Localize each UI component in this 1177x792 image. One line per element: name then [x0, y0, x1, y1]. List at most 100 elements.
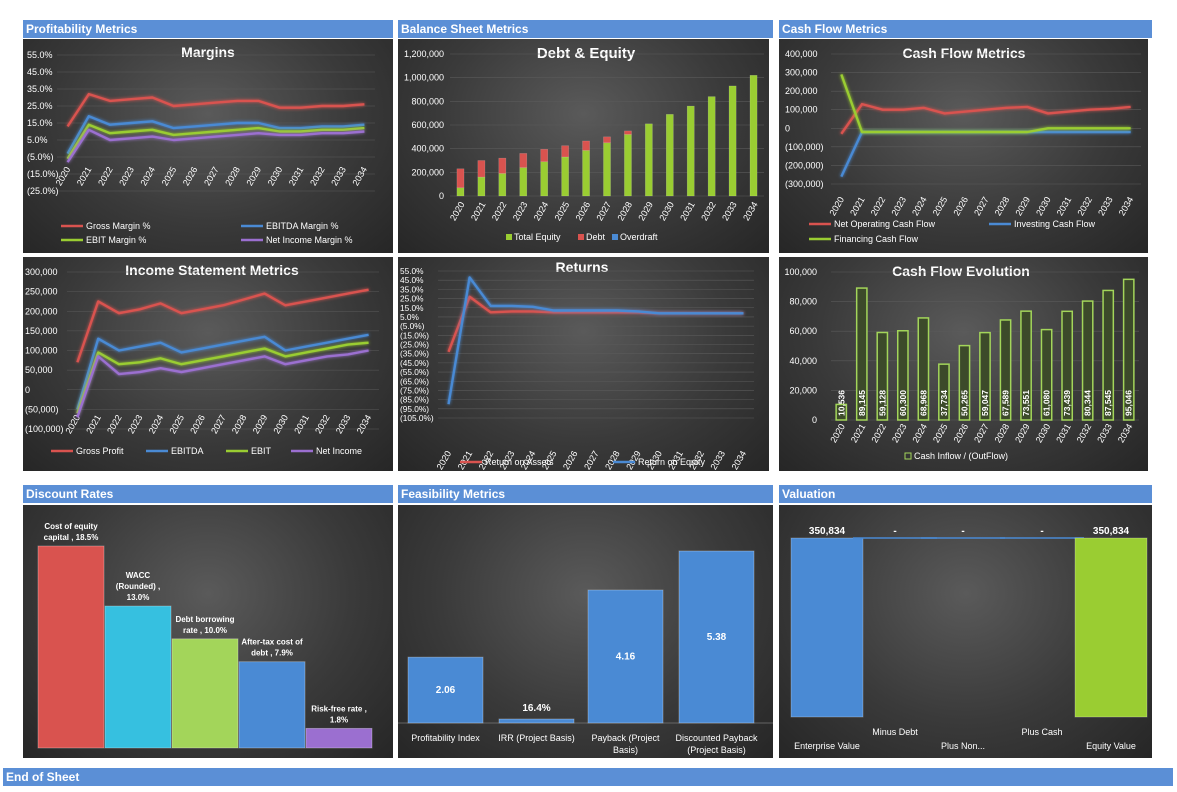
bar-data-label-line: Debt borrowing [175, 615, 234, 624]
bar-data-label-line: WACC [126, 571, 151, 580]
y-tick-label: (100,000) [25, 424, 64, 434]
x-tick-label: 2030 [1034, 195, 1053, 217]
series-line-gross-profit [76, 288, 369, 363]
x-tick-label: 2025 [931, 195, 950, 217]
x-category-label: Plus Cash [1021, 727, 1062, 737]
chart-title: Returns [556, 259, 609, 275]
y-tick-label: 100,000 [25, 346, 58, 356]
y-tick-label: 200,000 [411, 167, 444, 177]
bar-data-label-line: After-tax cost of [241, 638, 303, 647]
y-tick-label: 45.0% [27, 67, 53, 77]
bar-data-label: - [893, 526, 896, 537]
bar-cash-inflow [1020, 310, 1032, 421]
bar-data-label: 73,551 [1021, 390, 1031, 416]
bar-cash-inflow [1102, 289, 1115, 421]
x-tick-label: 2022 [869, 422, 888, 444]
series-line-investing-cash-flow [840, 130, 1131, 178]
section-header-cash-flow: Cash Flow Metrics [779, 20, 1152, 38]
bar-data-label: After-tax cost of debt , 7.9% [241, 638, 303, 658]
x-category-label: Plus Non... [941, 741, 985, 751]
series-line-ebit [76, 341, 369, 414]
y-tick-label: (95.0%) [400, 404, 429, 414]
bar-data-label: 37,734 [939, 390, 949, 416]
series-line-gross-margin- [66, 92, 365, 128]
x-category-label: Enterprise Value [794, 741, 860, 751]
bar-debt [561, 145, 569, 158]
bar-data-label: 2.06 [436, 685, 456, 696]
y-tick-label: 55.0% [400, 266, 424, 276]
legend-swatch [612, 234, 618, 240]
bar-debt [603, 136, 611, 144]
y-tick-label: 40,000 [789, 356, 817, 366]
bar-cash-inflow [855, 287, 868, 421]
cash-flow-evolution-chart-svg: Cash Flow Evolution 100,000 80,000 60,000 40… [784, 263, 1139, 461]
y-tick-label: 45.0% [400, 275, 424, 285]
bar-irr-project-basis- [498, 718, 575, 724]
series-line-ebitda-margin- [66, 114, 365, 155]
x-tick-label: 2026 [952, 422, 971, 444]
x-tick-label: 2032 [1075, 195, 1094, 217]
y-tick-label: 200,000 [25, 306, 58, 316]
x-tick-label: 2020 [435, 449, 454, 471]
x-category-label-line: Basis) [613, 745, 638, 755]
x-tick-label: 2030 [657, 200, 676, 222]
feasibility-chart-svg: 2.06 16.4% 4.16 5.38 Profitability Index IRR … [398, 550, 773, 755]
discount-rates-chart: Cost of equity capital , 18.5% WACC (Rounde… [23, 505, 393, 758]
legend-label: Total Equity [514, 232, 561, 242]
cash-flow-evolution-chart: Cash Flow Evolution 100,000 80,000 60,000 40… [779, 257, 1148, 471]
section-header-feasibility: Feasibility Metrics [398, 485, 773, 503]
x-tick-label: 2031 [292, 413, 311, 435]
bar-data-label: WACC (Rounded) , 13.0% [116, 571, 160, 602]
bar-debt [519, 153, 528, 168]
bar-total-equity [582, 150, 590, 197]
bar-data-label-line: Risk-free rate , [311, 704, 367, 713]
x-tick-label: 2027 [594, 200, 613, 222]
y-tick-label: 250,000 [25, 287, 58, 297]
legend-label: Return on Equity [638, 457, 706, 467]
bar-cash-inflow [1081, 300, 1094, 421]
bar-debt-borrowing-rate [171, 638, 239, 749]
bar-total-equity [686, 105, 695, 197]
bar-cash-inflow [958, 344, 971, 421]
y-tick-label: 15.0% [400, 303, 424, 313]
series-line-ebit-margin- [66, 123, 365, 160]
x-tick-label: 2026 [951, 195, 970, 217]
y-tick-label: 600,000 [411, 120, 444, 130]
x-tick-label: 2023 [126, 413, 145, 435]
bar-cash-inflow [1040, 328, 1053, 421]
series-line-financing-cash-flow [840, 74, 1131, 134]
legend-label: EBIT [251, 446, 272, 456]
x-category-label: Profitability Index [411, 733, 480, 743]
y-tick-label: (25.0%) [400, 340, 429, 350]
section-header-balance-sheet: Balance Sheet Metrics [398, 20, 773, 38]
x-tick-label: 2024 [138, 165, 157, 187]
bar-risk-free-rate [305, 727, 373, 749]
legend-label: Debt [586, 232, 606, 242]
y-tick-label: 55.0% [27, 50, 53, 60]
x-tick-label: 2022 [96, 165, 115, 187]
y-tick-label: 150,000 [25, 326, 58, 336]
x-tick-label: 2023 [511, 200, 530, 222]
bar-total-equity [603, 142, 611, 197]
x-tick-label: 2027 [972, 422, 991, 444]
valuation-chart-svg: 350,834 - - - 350,834 Enterprise Value Minus D… [790, 526, 1148, 751]
debt-equity-chart-svg: Debt & Equity 1,200,000 1,000,000 800,000 60… [404, 45, 764, 242]
x-tick-label: 2034 [741, 200, 760, 222]
legend-label: EBIT Margin % [86, 235, 146, 245]
legend-label: Investing Cash Flow [1014, 219, 1096, 229]
bar-total-equity [561, 156, 569, 197]
legend-swatch [506, 234, 512, 240]
bar-total-equity [456, 187, 465, 197]
bar-cash-inflow [917, 317, 930, 421]
bar-data-label: 60,300 [898, 390, 908, 416]
bar-data-label: 59,128 [877, 390, 887, 416]
x-tick-label: 2034 [1116, 422, 1135, 444]
bar-payback-project-basis- [587, 589, 664, 724]
x-tick-label: 2033 [708, 449, 727, 471]
bar-debt [624, 130, 632, 135]
bar-debt [582, 140, 590, 151]
y-tick-label: (15.0%) [400, 330, 429, 340]
x-tick-label: 2025 [931, 422, 950, 444]
y-tick-label: 25.0% [27, 101, 53, 111]
x-tick-label: 2031 [1055, 195, 1074, 217]
